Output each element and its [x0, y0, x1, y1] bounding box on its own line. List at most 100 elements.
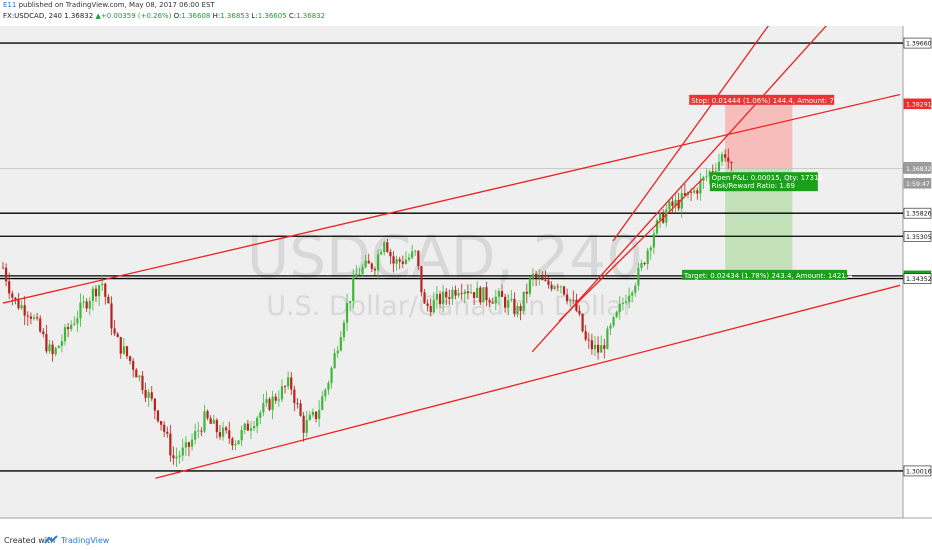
candle-body — [550, 284, 553, 289]
candle-body — [231, 438, 234, 446]
candle-body — [364, 260, 367, 268]
axis-label-0: 1.39660 — [906, 41, 932, 48]
candle-body — [544, 280, 547, 281]
axis-label-box-9 — [903, 465, 932, 477]
last-price: 1.36832 — [64, 12, 94, 20]
candle-body — [184, 442, 187, 448]
candle-body — [525, 291, 528, 294]
candle-body — [643, 263, 646, 265]
candle-body — [423, 292, 426, 304]
candle-body — [339, 337, 342, 351]
candle-body — [305, 420, 308, 433]
price-chart[interactable]: USDCAD, 240 U.S. Dollar/Canadian Dollar … — [0, 26, 932, 533]
steep-channel-mid-line — [558, 178, 704, 322]
tradingview-brand[interactable]: TradingView — [61, 536, 110, 545]
candle-body — [296, 403, 299, 404]
candle-body — [23, 305, 26, 316]
candle-body — [169, 433, 172, 456]
candle-body — [494, 296, 497, 304]
symbol-label: FX:USDCAD, 240 — [3, 12, 63, 20]
candle-body — [153, 398, 156, 411]
candle-body — [361, 267, 364, 274]
candle-body — [20, 305, 23, 309]
candle-body — [39, 318, 42, 332]
candle-body — [531, 273, 535, 279]
candle-body — [398, 259, 401, 262]
candle-body — [618, 303, 621, 312]
candle-body — [4, 267, 8, 282]
candle-body — [677, 199, 680, 209]
candle-body — [200, 430, 203, 432]
candle-body — [432, 299, 435, 313]
candle-body — [302, 415, 305, 433]
candle-body — [11, 293, 14, 298]
candle-body — [538, 277, 541, 279]
candle-body — [463, 291, 466, 294]
candle-body — [57, 345, 60, 349]
candle-body — [246, 423, 249, 431]
candle-body — [259, 412, 262, 418]
candle-body — [702, 176, 705, 181]
candle-body — [559, 286, 562, 288]
candle-body — [66, 327, 70, 330]
target-label-box — [682, 269, 848, 280]
candle-body — [249, 428, 253, 431]
candle-body — [280, 386, 284, 400]
candle-body — [442, 291, 445, 305]
candle-body — [187, 442, 191, 447]
candle-body — [631, 292, 634, 296]
candle-body — [730, 161, 733, 164]
candle-body — [218, 432, 222, 437]
candle-body — [97, 285, 101, 297]
axis-label-1: 1.38291 — [906, 101, 932, 108]
candle-body — [308, 415, 311, 421]
candle-body — [79, 302, 82, 319]
candle-body — [562, 286, 566, 295]
pnl-label: Open P&L: 0.00015, Qty: 17313Risk/Reward… — [709, 172, 823, 192]
stop-label: Stop: 0.01444 (1.06%) 144.4, Amount: 750 — [689, 94, 843, 105]
candle-body — [711, 171, 714, 173]
candle-body — [414, 250, 417, 252]
candle-body — [150, 392, 153, 399]
position-labels: Stop: 0.01444 (1.06%) 144.4, Amount: 750… — [682, 94, 853, 280]
candle-body — [225, 427, 228, 431]
candle-body — [693, 190, 696, 193]
chart-header: E11 published on TradingView.com, May 08… — [0, 0, 932, 26]
candle-body — [190, 439, 194, 447]
candle-body — [314, 411, 318, 419]
candle-body — [724, 154, 727, 158]
candle-body — [593, 344, 597, 350]
candle-body — [488, 300, 491, 303]
axis-label-9: 1.30016 — [906, 468, 932, 475]
candle-body — [556, 286, 559, 288]
candle-body — [60, 341, 63, 346]
candle-body — [342, 322, 346, 338]
candle-body — [504, 296, 507, 308]
created-with-text: Created with — [4, 536, 56, 545]
candle-body — [596, 344, 600, 353]
candle-body — [689, 191, 693, 193]
candle-body — [699, 180, 702, 194]
candle-body — [206, 411, 209, 419]
candle-body — [265, 399, 268, 404]
target-label-text: Target: 0.02434 (1.78%) 243.4, Amount: 1… — [683, 272, 853, 280]
author-link[interactable]: E11 — [3, 1, 17, 9]
candle-body — [132, 360, 135, 370]
candle-body — [646, 250, 649, 265]
candle-body — [395, 259, 398, 264]
candle-body — [603, 345, 606, 349]
stop-label-text: Stop: 0.01444 (1.06%) 144.4, Amount: 750 — [691, 97, 843, 105]
open-value: 1.36608 — [181, 12, 211, 20]
candle-body — [228, 430, 231, 439]
candle-body — [221, 427, 225, 437]
candle-body — [63, 327, 67, 342]
candle-body — [321, 396, 324, 410]
candle-body — [29, 316, 32, 319]
candle-body — [141, 375, 144, 391]
candle-body — [178, 455, 181, 457]
candle-body — [426, 303, 429, 307]
axis-label-8: 1.34352 — [906, 276, 932, 283]
candle-body — [507, 299, 510, 308]
candle-body — [429, 306, 432, 313]
axis-label-box-6 — [903, 230, 932, 242]
